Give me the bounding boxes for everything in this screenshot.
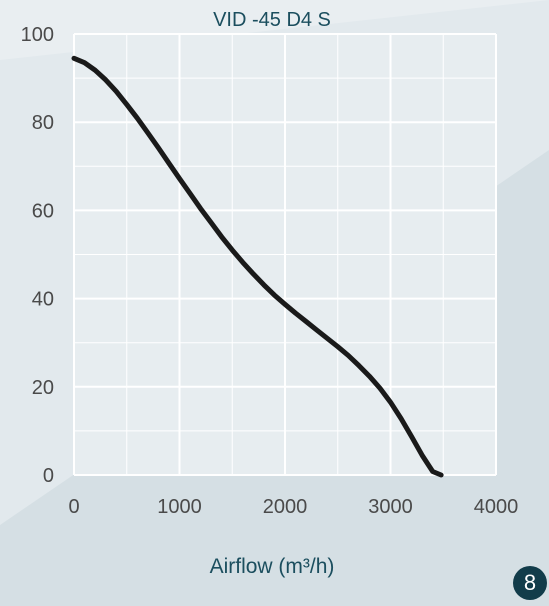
x-tick-label: 3000	[368, 496, 413, 518]
x-axis-label: Airflow (m³/h)	[210, 555, 335, 578]
y-tick-label: 60	[32, 200, 54, 222]
x-tick-label: 4000	[474, 496, 519, 518]
page-number-badge: 8	[513, 566, 547, 600]
y-tick-label: 0	[43, 465, 54, 487]
y-tick-label: 100	[21, 24, 54, 46]
x-axis: 0 1000 2000 3000 4000	[68, 496, 518, 518]
y-tick-label: 20	[32, 377, 54, 399]
grid	[73, 33, 497, 476]
series-line	[71, 55, 444, 478]
x-tick-label: 0	[68, 496, 79, 518]
y-tick-label: 40	[32, 289, 54, 311]
x-tick-label: 2000	[263, 496, 308, 518]
y-tick-label: 80	[32, 112, 54, 134]
y-axis: 0 20 40 60 80 100	[21, 24, 54, 487]
x-tick-label: 1000	[157, 496, 202, 518]
chart-title: VID -45 D4 S	[213, 9, 331, 31]
